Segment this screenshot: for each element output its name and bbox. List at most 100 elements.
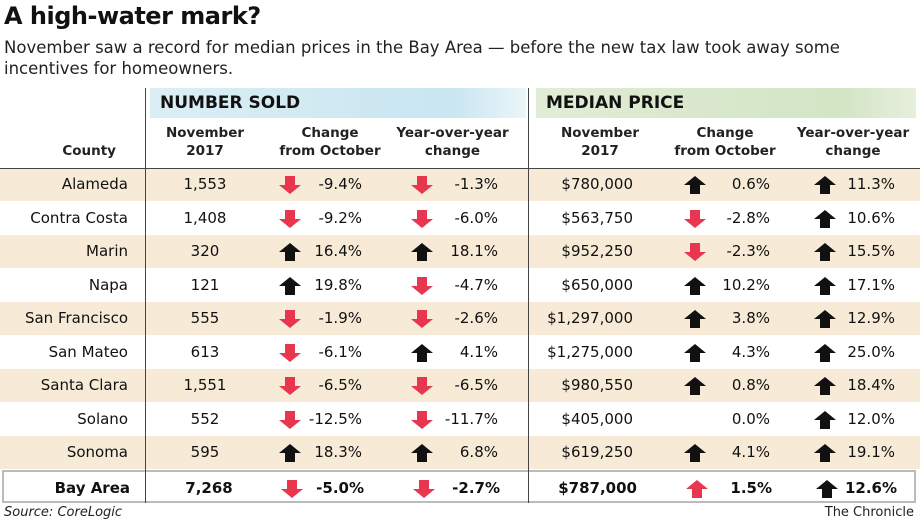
sold-mom-value: 16.4% xyxy=(314,242,362,260)
arrow-up-icon xyxy=(411,343,433,362)
arrow-up-icon xyxy=(684,343,706,362)
arrow-up-icon xyxy=(814,410,836,429)
arrow-down-icon xyxy=(411,276,433,295)
header-sold-yoy: Year-over-year change xyxy=(390,124,515,160)
number-sold: 1,553 xyxy=(183,175,227,193)
arrow-down-icon xyxy=(279,410,301,429)
arrow-up-icon xyxy=(684,276,706,295)
table-row: Solano 552 $405,000 -12.5% -11.7% 0.0% 12.0% xyxy=(0,403,920,436)
arrow-down-icon xyxy=(411,209,433,228)
median-price: $619,250 xyxy=(561,443,633,461)
number-sold: 121 xyxy=(190,275,220,294)
arrow-up-icon xyxy=(279,243,301,261)
sold-yoy-value: 6.8% xyxy=(459,443,498,461)
sold-mom-value: -12.5% xyxy=(308,409,362,428)
table-row: Napa 121 $650,000 19.8% -4.7% 10.2% 17.1% xyxy=(0,269,920,302)
number-sold: 552 xyxy=(190,409,220,428)
arrow-up-icon xyxy=(814,209,836,228)
price-yoy-value: 17.1% xyxy=(847,275,895,294)
price-yoy-value: 19.1% xyxy=(847,443,895,461)
table-row: Sonoma 595 $619,250 18.3% 6.8% 4.1% 19.1% xyxy=(0,436,920,470)
arrow-up-icon xyxy=(411,444,433,462)
number-sold: 555 xyxy=(190,309,220,327)
chart-subtitle: November saw a record for median prices … xyxy=(4,38,840,78)
header-sold-november: November 2017 xyxy=(150,124,260,160)
county-name: Alameda xyxy=(61,175,128,193)
price-yoy-value: 12.0% xyxy=(847,409,895,428)
median-price: $563,750 xyxy=(561,208,633,227)
table-row: Marin 320 $952,250 16.4% 18.1% -2.3% 15.5% xyxy=(0,235,920,269)
price-mom-value: -2.8% xyxy=(726,208,770,227)
table-row: Contra Costa 1,408 $563,750 -9.2% -6.0% -2.8%… xyxy=(0,202,920,235)
number-sold: 1,551 xyxy=(183,376,227,394)
table-row: San Mateo 613 $1,275,000 -6.1% 4.1% 4.3% 25.0% xyxy=(0,336,920,369)
arrow-up-icon xyxy=(411,243,433,261)
sold-yoy-value: 18.1% xyxy=(450,242,498,260)
header-price-november: November 2017 xyxy=(545,124,655,160)
median-price: $1,275,000 xyxy=(547,342,633,361)
sold-mom-value: -9.4% xyxy=(318,175,362,193)
header-line: change xyxy=(825,143,881,159)
source-note: Source: CoreLogic xyxy=(4,505,123,520)
header-line: 2017 xyxy=(581,143,619,159)
arrow-down-icon xyxy=(411,176,433,194)
arrow-up-icon xyxy=(814,377,836,395)
header-price-change-october: Change from October xyxy=(665,124,785,160)
sold-yoy-value: -2.7% xyxy=(452,478,500,497)
arrow-down-icon xyxy=(279,310,301,328)
table-row: San Francisco 555 $1,297,000 -1.9% -2.6% 3.8%… xyxy=(0,302,920,336)
header-line: November xyxy=(165,125,245,141)
county-name: San Mateo xyxy=(48,342,128,361)
header-price-yoy: Year-over-year change xyxy=(788,124,918,160)
sold-yoy-value: -1.3% xyxy=(454,175,498,193)
price-yoy-value: 12.9% xyxy=(847,309,895,327)
price-mom-value: 0.8% xyxy=(731,376,770,394)
county-name: Solano xyxy=(77,409,128,428)
price-mom-value: 3.8% xyxy=(731,309,770,327)
price-yoy-value: 25.0% xyxy=(847,342,895,361)
county-name: Marin xyxy=(86,242,128,260)
sold-yoy-value: -2.6% xyxy=(454,309,498,327)
county-name: Contra Costa xyxy=(30,208,128,227)
header-divider xyxy=(0,168,920,169)
arrow-up-icon xyxy=(684,444,706,462)
table-row: Alameda 1,553 $780,000 -9.4% -1.3% 0.6% 11.3% xyxy=(0,168,920,202)
arrow-down-icon xyxy=(413,479,435,498)
column-divider xyxy=(528,88,529,503)
price-mom-value: 0.6% xyxy=(731,175,770,193)
header-line: from October xyxy=(279,143,381,159)
number-sold: 595 xyxy=(190,443,220,461)
arrow-down-icon xyxy=(684,243,706,261)
number-sold: 1,408 xyxy=(183,208,227,227)
arrow-up-icon xyxy=(814,176,836,194)
price-mom-value: 1.5% xyxy=(730,478,772,497)
price-yoy-value: 12.6% xyxy=(844,478,897,497)
header-line: Year-over-year xyxy=(796,125,910,141)
arrow-up-icon xyxy=(816,479,838,498)
header-line: November xyxy=(560,125,640,141)
number-sold: 7,268 xyxy=(185,478,233,497)
arrow-up-icon xyxy=(814,243,836,261)
arrow-up-icon xyxy=(279,276,301,295)
county-name: Bay Area xyxy=(54,478,130,497)
column-divider xyxy=(145,88,146,503)
arrow-up-icon xyxy=(686,479,708,498)
median-price: $405,000 xyxy=(561,409,633,428)
arrow-down-icon xyxy=(684,209,706,228)
arrow-up-icon xyxy=(814,276,836,295)
table-row-total: Bay Area 7,268 $787,000 -5.0% -2.7% 1.5% 12.6% xyxy=(2,469,916,503)
sold-mom-value: -6.1% xyxy=(318,342,362,361)
header-line: Change xyxy=(301,125,359,141)
sold-yoy-value: -4.7% xyxy=(454,275,498,294)
arrow-down-icon xyxy=(279,209,301,228)
arrow-down-icon xyxy=(411,310,433,328)
credit: The Chronicle xyxy=(824,505,914,520)
sold-mom-value: -1.9% xyxy=(318,309,362,327)
county-name: Sonoma xyxy=(66,443,128,461)
sold-yoy-value: -11.7% xyxy=(444,409,498,428)
header-line: Change xyxy=(696,125,754,141)
header-line: change xyxy=(424,143,481,159)
arrow-up-icon xyxy=(814,343,836,362)
sold-yoy-value: -6.5% xyxy=(454,376,498,394)
arrow-up-icon xyxy=(684,176,706,194)
